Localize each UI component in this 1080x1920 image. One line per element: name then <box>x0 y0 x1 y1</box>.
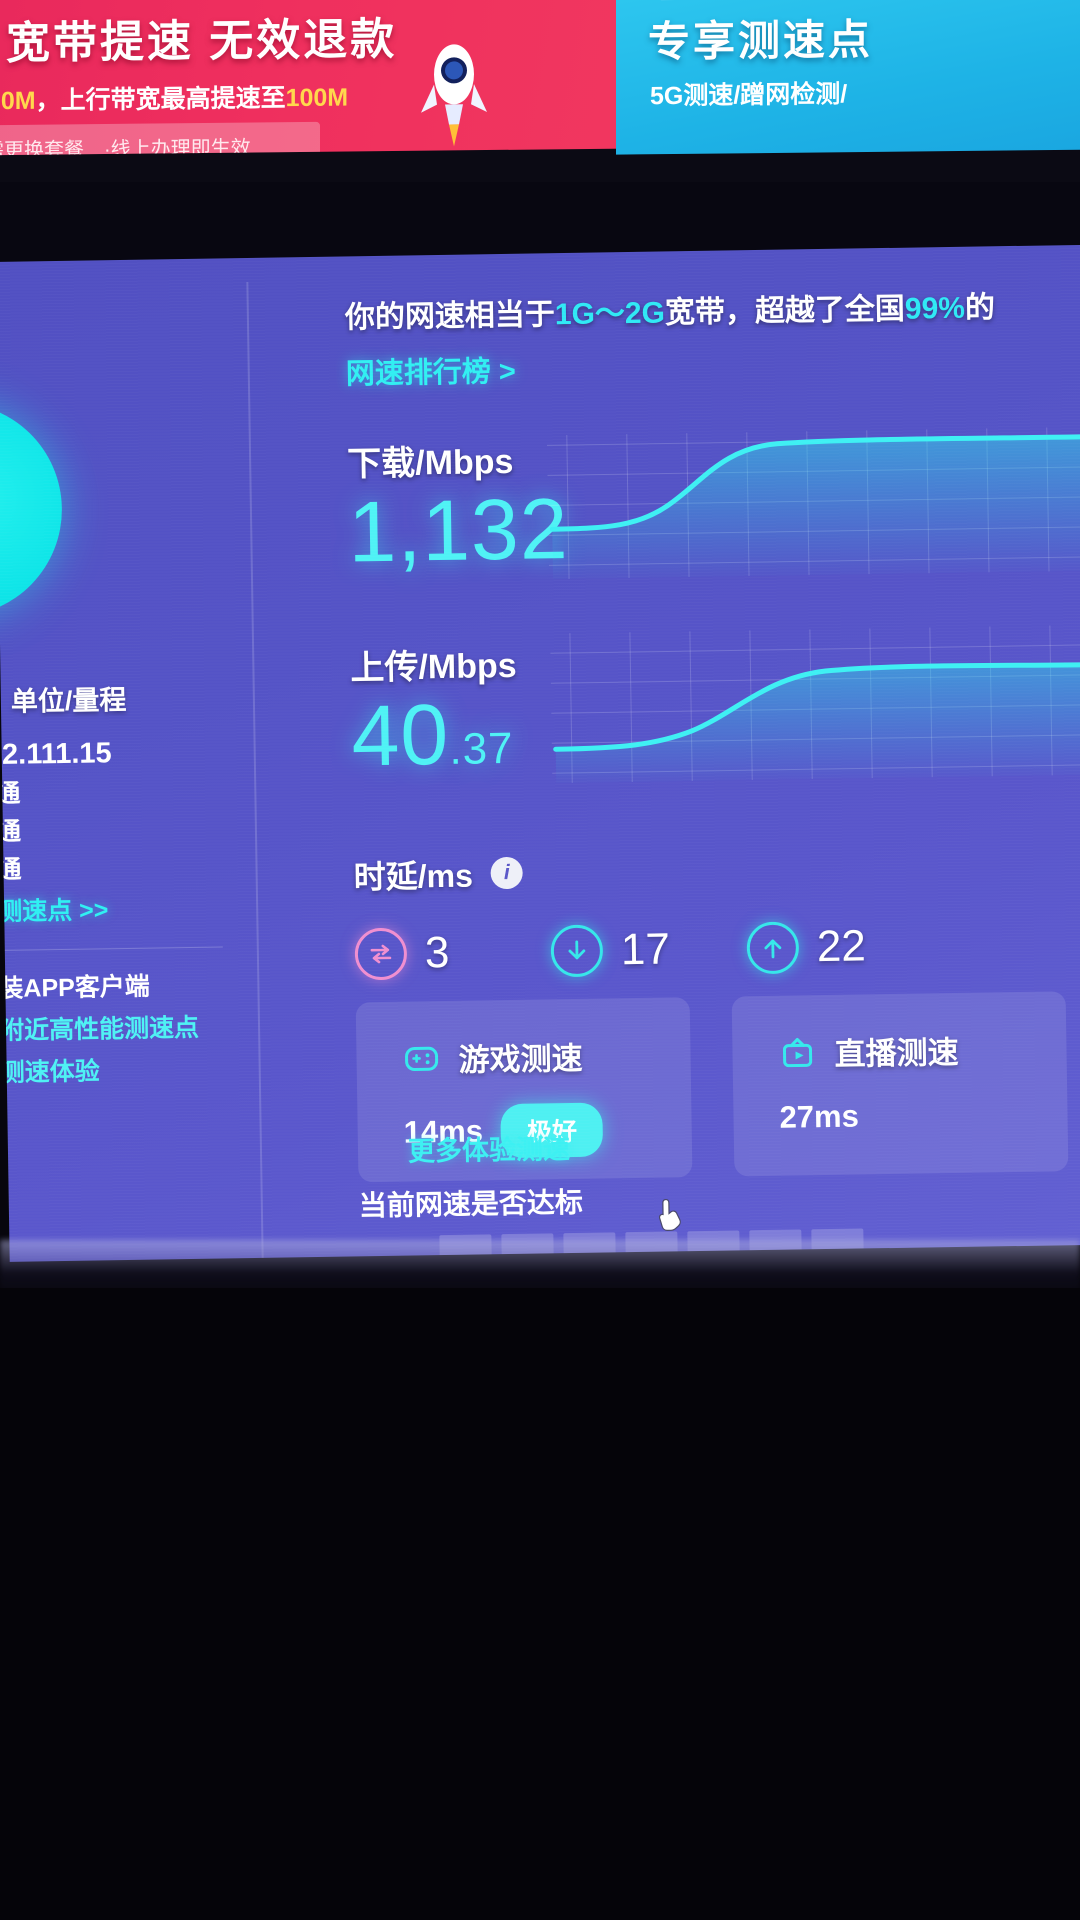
speed-standard-question[interactable]: 当前网速是否达标 <box>358 1186 584 1222</box>
exclusive-server-banner[interactable]: 专享测速点 5G测速/蹭网检测/ <box>616 0 1080 155</box>
more-experience-test-link[interactable]: 更多体验测速 <box>407 1134 571 1167</box>
upload-value-dec: .37 <box>448 723 514 774</box>
download-chart <box>546 420 1080 580</box>
idle-latency-icon <box>354 927 408 981</box>
promo-title: 宽带提速 无效退款 <box>6 14 398 69</box>
promo-sub-hi1: 700M <box>0 86 36 116</box>
latency-download: 17 <box>550 922 747 978</box>
broadband-promo-banner[interactable]: 宽带提速 无效退款 至700M，上行带宽最高提速至100M 无需更换套餐 ·线上… <box>0 0 640 156</box>
idle-latency-value: 3 <box>424 927 450 978</box>
sidebar-unit-range-label: 单位/量程 <box>10 684 127 717</box>
server-name-1: 联通 <box>0 817 22 847</box>
experience-test-cards: 游戏测速 14ms 极好 <box>355 990 1080 1183</box>
upload-chart <box>550 624 1080 784</box>
download-metric: 下载/Mbps 1,132 <box>347 425 1080 597</box>
latency-header: 时延/ms i <box>353 840 1080 898</box>
live-speedtest-card[interactable]: 直播测速 27ms <box>731 991 1069 1177</box>
upload-metric: 上传/Mbps 40.37 <box>350 625 1080 801</box>
game-card-header: 游戏测速 <box>402 1033 583 1081</box>
sidebar-item-nearby-server[interactable]: 验附近高性能测速点 <box>0 1013 200 1046</box>
speedtest-page: 单位/量程 162.111.15 联通 联通 联通 换测速点 >> 安装APP客… <box>0 244 1080 1262</box>
info-icon[interactable]: i <box>490 856 524 890</box>
sidebar-item-better-experience[interactable]: 优测速体验 <box>0 1057 100 1088</box>
download-latency-icon <box>550 924 604 978</box>
speed-gauge-circle <box>0 400 64 619</box>
results-main-column: 你的网速相当于1G～2G宽带，超越了全国99%的 网速排行榜 > 下载/Mbps… <box>345 281 1080 1183</box>
ip-address: 162.111.15 <box>0 737 112 772</box>
sidebar-item-install-app[interactable]: 安装APP客户端 <box>0 972 151 1004</box>
gamepad-icon <box>402 1039 441 1078</box>
exclusive-subtitle: 5G测速/蹭网检测/ <box>650 80 848 111</box>
latency-values-row: 3 17 22 <box>354 916 1080 981</box>
live-card-title: 直播测速 <box>834 1034 959 1072</box>
promo-subtitle: 至700M，上行带宽最高提速至100M <box>0 77 348 117</box>
upload-value-int: 40 <box>350 686 450 785</box>
latency-upload: 22 <box>746 919 943 975</box>
sidebar-divider <box>0 946 223 952</box>
promo-sub-hi2: 100M <box>285 83 349 113</box>
upload-latency-icon <box>746 921 800 975</box>
speed-ranking-link[interactable]: 网速排行榜 > <box>345 355 517 391</box>
server-name-2: 联通 <box>0 855 22 885</box>
game-speedtest-card[interactable]: 游戏测速 14ms 极好 <box>355 997 693 1183</box>
headline-mid: 宽带，超越了全国 <box>664 292 906 330</box>
left-sidebar: 单位/量程 162.111.15 联通 联通 联通 换测速点 >> 安装APP客… <box>0 676 263 1096</box>
sidebar-item-unit-range[interactable]: 单位/量程 <box>0 676 257 720</box>
headline-percentile: 99% <box>904 291 966 326</box>
monitor-stand: msi <box>0 1288 1080 1920</box>
exclusive-title: 专享测速点 <box>648 15 874 66</box>
headline-post: 的 <box>964 291 996 325</box>
game-card-title: 游戏测速 <box>458 1040 583 1078</box>
change-test-server-link[interactable]: 换测速点 >> <box>0 896 109 927</box>
live-tv-icon <box>778 1033 817 1072</box>
download-latency-value: 17 <box>620 924 671 975</box>
headline-speed-class: 1G～2G <box>554 296 666 332</box>
headline-pre: 你的网速相当于 <box>344 298 556 335</box>
live-card-latency: 27ms <box>779 1098 860 1135</box>
gear-icon <box>0 682 1 717</box>
upload-latency-value: 22 <box>816 921 867 972</box>
promo-note-text: 无需更换套餐 ·线上办理即生效 <box>0 137 251 156</box>
promo-sub-mid: ，上行带宽最高提速至 <box>35 84 286 115</box>
live-card-footer: 27ms <box>779 1099 859 1136</box>
isp-name: 联通 <box>0 779 21 809</box>
rocket-icon <box>421 44 487 147</box>
live-card-header: 直播测速 <box>778 1027 959 1075</box>
latency-label: 时延/ms <box>353 857 474 896</box>
latency-idle: 3 <box>354 925 552 981</box>
top-banner-strip: 宽带提速 无效退款 至700M，上行带宽最高提速至100M 无需更换套餐 ·线上… <box>0 0 1080 182</box>
promo-note-pill: 无需更换套餐 ·线上办理即生效 <box>0 121 320 156</box>
mouse-cursor-pointer <box>658 1198 681 1231</box>
result-headline: 你的网速相当于1G～2G宽带，超越了全国99%的 <box>345 281 1080 337</box>
